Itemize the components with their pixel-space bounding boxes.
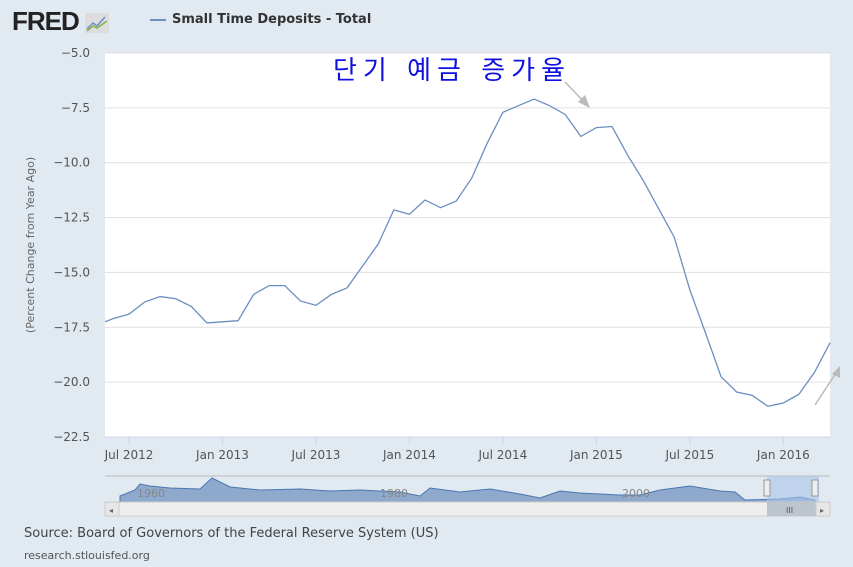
data-point[interactable]	[718, 374, 724, 380]
nav-label-1980: 1980	[380, 487, 408, 500]
data-point[interactable]	[188, 303, 194, 309]
scroll-left-icon: ◂	[109, 506, 113, 515]
nav-label-1960: 1960	[137, 487, 165, 500]
data-point[interactable]	[329, 291, 335, 297]
data-point[interactable]	[780, 400, 786, 406]
x-tick-label: Jul 2014	[477, 448, 527, 462]
data-point[interactable]	[102, 319, 108, 325]
x-tick-label: Jan 2015	[569, 448, 623, 462]
data-point[interactable]	[406, 211, 412, 217]
data-point[interactable]	[297, 298, 303, 304]
data-point[interactable]	[640, 177, 646, 183]
data-point[interactable]	[500, 109, 506, 115]
logo-text: FRED	[12, 6, 80, 36]
x-tick-label: Jul 2013	[291, 448, 341, 462]
data-point[interactable]	[313, 302, 319, 308]
data-point[interactable]	[469, 175, 475, 181]
data-point[interactable]	[375, 241, 381, 247]
annotation-arrow-2	[814, 369, 839, 406]
series-line	[104, 98, 831, 407]
scrollbar-track[interactable]	[104, 501, 831, 517]
annotation-text: 단기 예금 증가율	[333, 56, 571, 86]
data-point[interactable]	[422, 197, 428, 203]
scroll-left-button[interactable]	[104, 501, 120, 517]
data-point[interactable]	[734, 389, 740, 395]
x-tick-label: Jan 2013	[195, 448, 249, 462]
data-point[interactable]	[110, 316, 116, 322]
data-point[interactable]	[391, 207, 397, 213]
data-point[interactable]	[204, 320, 210, 326]
data-point[interactable]	[173, 296, 179, 302]
data-point[interactable]	[547, 103, 553, 109]
navigator[interactable]: 1960 1980 2000 ◂ III ▸	[104, 475, 831, 517]
legend-item[interactable]: Small Time Deposits - Total	[150, 12, 371, 27]
data-point[interactable]	[671, 234, 677, 240]
y-tick-label: −5.0	[61, 46, 90, 60]
data-point[interactable]	[531, 96, 537, 102]
y-tick-label: −10.0	[53, 156, 90, 170]
data-point[interactable]	[687, 287, 693, 293]
data-point[interactable]	[219, 319, 225, 325]
data-point[interactable]	[438, 205, 444, 211]
x-tick-label: Jul 2015	[664, 448, 714, 462]
data-point[interactable]	[142, 299, 148, 305]
scroll-right-icon: ▸	[820, 506, 824, 515]
y-tick-label: −15.0	[53, 265, 90, 279]
scrollbar-thumb[interactable]	[767, 502, 817, 516]
data-point[interactable]	[702, 330, 708, 336]
data-point[interactable]	[235, 318, 241, 324]
data-point[interactable]	[360, 263, 366, 269]
arrow-head-2	[832, 366, 840, 378]
data-point[interactable]	[796, 391, 802, 397]
data-point[interactable]	[126, 311, 132, 317]
data-point[interactable]	[827, 340, 833, 346]
fred-logo[interactable]: FRED	[12, 6, 110, 37]
scroll-right-button[interactable]	[815, 501, 831, 517]
data-point[interactable]	[812, 369, 818, 375]
nav-handle-right[interactable]	[811, 479, 819, 497]
data-point[interactable]	[656, 206, 662, 212]
x-tick-label: Jul 2012	[104, 448, 154, 462]
chart-logo-icon	[85, 13, 110, 34]
data-point[interactable]	[157, 294, 163, 300]
source-text: Source: Board of Governors of the Federa…	[24, 526, 439, 541]
data-point[interactable]	[765, 403, 771, 409]
legend-label: Small Time Deposits - Total	[172, 12, 372, 27]
legend-swatch	[150, 18, 166, 21]
y-tick-label: −7.5	[61, 101, 90, 115]
data-point[interactable]	[593, 125, 599, 131]
x-tick-label: Jan 2014	[382, 448, 436, 462]
data-point[interactable]	[516, 103, 522, 109]
data-point[interactable]	[749, 392, 755, 398]
data-point[interactable]	[484, 140, 490, 146]
y-tick-label: −17.5	[53, 320, 90, 334]
data-point[interactable]	[562, 111, 568, 117]
site-link[interactable]: research.stlouisfed.org	[24, 549, 150, 562]
data-point[interactable]	[453, 198, 459, 204]
plot-area	[105, 53, 830, 437]
nav-handle-left[interactable]	[763, 479, 771, 497]
y-tick-label: −22.5	[53, 430, 90, 444]
data-point[interactable]	[578, 133, 584, 139]
arrow-head	[578, 95, 590, 108]
nav-label-2000: 2000	[622, 487, 650, 500]
data-point[interactable]	[282, 283, 288, 289]
y-axis-label: (Percent Change from Year Ago)	[24, 157, 37, 333]
data-point[interactable]	[625, 152, 631, 158]
data-point[interactable]	[266, 283, 272, 289]
data-point[interactable]	[344, 285, 350, 291]
data-point[interactable]	[609, 124, 615, 130]
y-tick-label: −20.0	[53, 375, 90, 389]
grip-icon: III	[786, 506, 793, 515]
y-tick-label: −12.5	[53, 211, 90, 225]
x-tick-label: Jan 2016	[756, 448, 810, 462]
data-point[interactable]	[251, 291, 257, 297]
